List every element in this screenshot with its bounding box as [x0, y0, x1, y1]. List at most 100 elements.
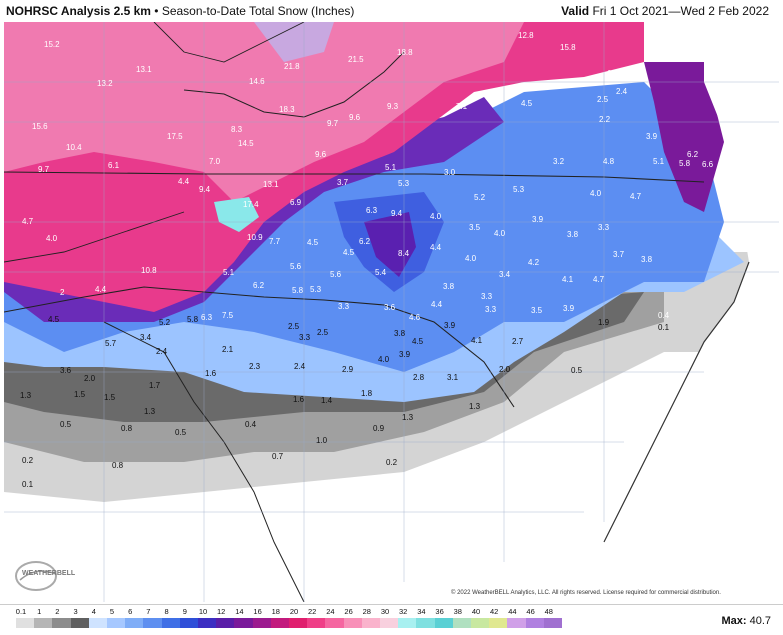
snow-total-label: 14.6 [249, 77, 265, 86]
snow-total-label: 1.3 [20, 391, 32, 400]
snow-total-label: 13.1 [263, 180, 279, 189]
snow-total-label: 1.6 [205, 369, 217, 378]
legend-swatch [380, 618, 399, 628]
snow-total-label: 9.3 [387, 102, 399, 111]
legend-swatch [452, 618, 471, 628]
snow-total-label: 2 [60, 288, 65, 297]
snow-total-label: 0.8 [112, 461, 124, 470]
legend-swatch [325, 618, 344, 628]
snow-zone-8in [364, 212, 416, 277]
snow-total-label: 0.2 [22, 456, 34, 465]
snow-total-label: 2.4 [294, 362, 306, 371]
legend-tick-label: 24 [326, 607, 335, 616]
snow-total-label: 2.8 [413, 373, 425, 382]
legend-swatch [143, 618, 162, 628]
legend-tick-label: 9 [182, 607, 187, 616]
legend-tick-label: 48 [544, 607, 553, 616]
snow-total-label: 5.1 [385, 163, 397, 172]
snow-total-label: 4.7 [630, 192, 642, 201]
snow-total-label: 5.7 [105, 339, 117, 348]
legend-swatch [216, 618, 235, 628]
coastline [603, 261, 750, 543]
snow-total-label: 10.9 [247, 233, 263, 242]
snow-total-label: 5.3 [398, 179, 410, 188]
legend-tick-label: 16 [253, 607, 262, 616]
legend-tick-label: 7 [146, 607, 151, 616]
snow-total-label: 3.1 [447, 373, 459, 382]
legend-tick-label: 26 [344, 607, 353, 616]
atlantic-ocean [564, 22, 779, 602]
snow-total-label: 3.6 [60, 366, 72, 375]
snow-total-label: 0.5 [60, 420, 72, 429]
snow-total-label: 4.8 [603, 157, 615, 166]
legend-swatch [543, 618, 562, 628]
snow-zone-40in [254, 22, 334, 62]
snow-total-label: 4.0 [590, 189, 602, 198]
legend-tick-label: 22 [308, 607, 317, 616]
snow-total-label: 2.2 [599, 115, 611, 124]
legend-tick-label: 44 [508, 607, 517, 616]
snow-total-label: 3.9 [646, 132, 658, 141]
header: NOHRSC Analysis 2.5 km • Season-to-Date … [0, 0, 783, 22]
snow-total-label: 4.5 [412, 337, 424, 346]
snow-total-label: 8.4 [398, 249, 410, 258]
snow-total-label: 5.2 [159, 318, 171, 327]
snow-total-label: 3.8 [394, 329, 406, 338]
snow-total-label: 7.1 [456, 102, 468, 111]
legend-swatch [198, 618, 217, 628]
snow-total-label: 6.7 [607, 69, 619, 78]
snow-total-label: 4.0 [465, 254, 477, 263]
snow-total-label: 10.8 [141, 266, 157, 275]
snow-total-label: 1.6 [293, 395, 305, 404]
legend-tick-label: 0.1 [15, 607, 27, 616]
legend-tick-label: 28 [362, 607, 371, 616]
snow-total-label: 4.0 [430, 212, 442, 221]
snow-total-label: 4.1 [471, 336, 483, 345]
legend-tick-label: 1 [37, 607, 42, 616]
weatherbell-logo-icon [15, 561, 57, 591]
snow-total-label: 4.4 [178, 177, 190, 186]
snow-total-label: 0.5 [175, 428, 187, 437]
snow-total-label: 10.4 [66, 143, 82, 152]
legend-swatch [52, 618, 71, 628]
legend-tick-label: 6 [128, 607, 133, 616]
snow-total-label: 3.9 [563, 304, 575, 313]
snow-total-label: 12.8 [518, 31, 534, 40]
nc-sc-border [4, 286, 515, 408]
snow-total-label: 9.4 [199, 185, 211, 194]
snowfall-map: 15.2 13.1 13.2 15.6 14.6 21.8 21.5 18.8 12.8 15.8… [4, 22, 779, 602]
max-number: 40.7 [749, 615, 771, 627]
snow-total-label: 0.1 [22, 480, 34, 489]
snow-total-label: 2.7 [512, 337, 524, 346]
snow-total-label: 3.3 [598, 223, 610, 232]
legend-swatch [434, 618, 453, 628]
color-legend: 0.1 1 2 3 4 5 6 7 8 9 10 12 14 16 18 20 22 24 26 28 30 32 34 36… [0, 604, 783, 635]
legend-tick-label: 40 [471, 607, 481, 616]
snow-total-label: 5.2 [474, 193, 486, 202]
snow-total-label: 5.8 [187, 315, 199, 324]
snow-total-label: 1.5 [74, 390, 86, 399]
snow-total-label: 8.3 [231, 125, 243, 134]
snow-total-label: 3.6 [384, 303, 396, 312]
snow-total-label: 4.2 [528, 258, 540, 267]
max-label: Max: [721, 615, 747, 627]
snow-total-label: 13.1 [136, 65, 152, 74]
snow-total-label: 6.9 [290, 198, 302, 207]
snow-total-label: 13.2 [97, 79, 113, 88]
weatherbell-logo [12, 556, 72, 594]
legend-tick-label: 2 [55, 607, 60, 616]
valid-dates: Fri 1 Oct 2021—Wed 2 Feb 2022 [592, 4, 769, 18]
snow-total-label: 3.8 [641, 255, 653, 264]
snow-total-label: 6.1 [108, 161, 120, 170]
legend-tick-label: 3 [73, 607, 78, 616]
snow-total-label: 4.0 [378, 355, 390, 364]
snow-total-label: 2.9 [342, 365, 354, 374]
logo-text: WEATHERBELL [22, 570, 76, 577]
snow-total-label: 0.8 [121, 424, 133, 433]
snow-total-label: 21.5 [348, 55, 364, 64]
snow-total-label: 4.1 [562, 275, 574, 284]
map-title: NOHRSC Analysis 2.5 km • Season-to-Date … [6, 4, 354, 18]
snow-total-label: 1.5 [104, 393, 116, 402]
snow-zone-26in [214, 197, 259, 232]
